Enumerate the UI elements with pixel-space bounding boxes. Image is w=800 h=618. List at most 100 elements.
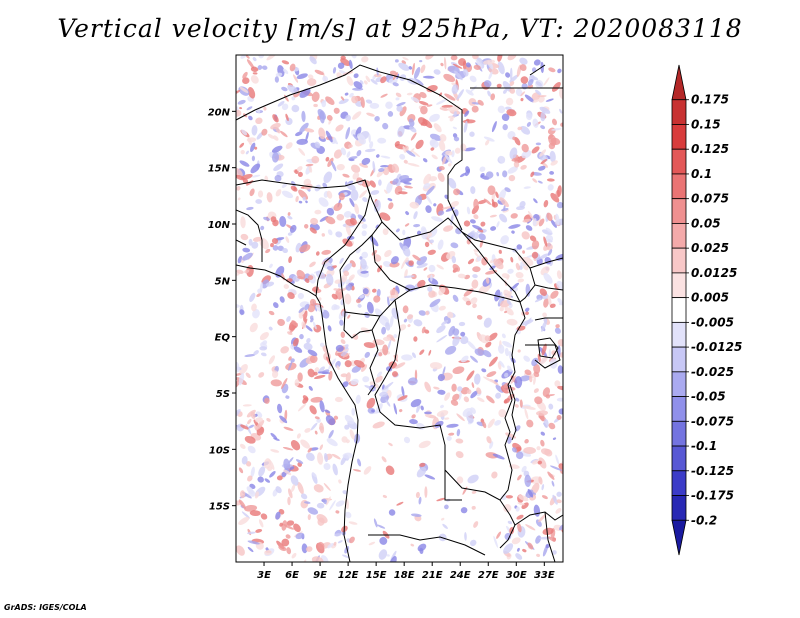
velocity-cell xyxy=(408,118,415,127)
velocity-cell xyxy=(331,453,341,460)
velocity-cell xyxy=(260,513,268,520)
velocity-cell xyxy=(281,190,294,199)
velocity-cell xyxy=(283,283,289,290)
velocity-cell xyxy=(540,125,546,130)
velocity-cell xyxy=(295,195,299,203)
velocity-cell xyxy=(545,234,554,243)
velocity-cell xyxy=(466,206,471,215)
velocity-cell xyxy=(436,334,448,343)
velocity-cell xyxy=(485,139,490,146)
velocity-cell xyxy=(290,358,295,363)
velocity-cell xyxy=(331,304,338,311)
velocity-cell xyxy=(469,219,476,224)
velocity-cell xyxy=(328,358,336,370)
velocity-cell xyxy=(342,262,353,273)
velocity-cell xyxy=(291,104,300,113)
velocity-cell xyxy=(456,413,465,422)
velocity-cell xyxy=(495,384,504,393)
velocity-cell xyxy=(460,507,468,514)
velocity-cell xyxy=(244,504,258,512)
velocity-cell xyxy=(307,349,318,357)
velocity-cell xyxy=(304,128,315,133)
velocity-cell xyxy=(505,72,511,78)
velocity-cell xyxy=(450,200,460,208)
velocity-cell xyxy=(301,543,308,554)
velocity-cell xyxy=(557,68,562,74)
velocity-cell xyxy=(363,80,368,85)
velocity-cell xyxy=(465,89,474,96)
velocity-cell xyxy=(482,349,492,358)
velocity-cell xyxy=(345,224,352,237)
velocity-cell xyxy=(506,291,512,297)
velocity-cell xyxy=(486,371,497,378)
velocity-cell xyxy=(471,279,479,289)
velocity-cell xyxy=(302,313,308,318)
velocity-cell xyxy=(390,256,399,265)
velocity-cell xyxy=(489,441,494,449)
velocity-cell xyxy=(458,58,466,66)
velocity-cell xyxy=(279,130,288,138)
velocity-cell xyxy=(525,225,533,231)
velocity-cell xyxy=(517,349,521,353)
velocity-cell xyxy=(422,118,433,129)
velocity-cell xyxy=(281,60,290,65)
velocity-cell xyxy=(433,123,442,133)
velocity-cell xyxy=(398,62,410,71)
velocity-cell xyxy=(494,420,502,426)
velocity-cell xyxy=(289,224,297,233)
velocity-cell xyxy=(285,113,289,122)
velocity-cell xyxy=(547,295,552,307)
velocity-cell xyxy=(341,436,348,443)
velocity-cell xyxy=(295,532,305,540)
velocity-cell xyxy=(531,251,539,259)
velocity-cell xyxy=(524,474,532,487)
velocity-cell xyxy=(510,213,518,219)
velocity-cell xyxy=(395,92,402,98)
velocity-cell xyxy=(415,78,424,86)
velocity-cell xyxy=(274,76,280,83)
velocity-cell xyxy=(420,105,428,115)
border-drc-east xyxy=(499,301,526,501)
velocity-cell xyxy=(517,523,522,533)
velocity-cell xyxy=(421,326,426,334)
velocity-cell xyxy=(377,137,387,144)
velocity-cell xyxy=(361,251,369,259)
velocity-cell xyxy=(376,154,380,158)
velocity-cell xyxy=(347,180,354,184)
velocity-cell xyxy=(308,166,313,173)
velocity-cell xyxy=(413,336,418,342)
velocity-cell xyxy=(382,315,390,323)
velocity-cell xyxy=(365,99,373,104)
velocity-cell xyxy=(415,491,420,499)
velocity-cell xyxy=(556,415,562,420)
velocity-cell xyxy=(246,409,256,418)
velocity-cell xyxy=(281,538,290,547)
velocity-cell xyxy=(342,381,349,388)
velocity-cell xyxy=(517,278,525,283)
velocity-cell xyxy=(354,203,360,215)
velocity-cell xyxy=(366,112,375,117)
velocity-cell xyxy=(559,108,563,114)
velocity-cell xyxy=(543,419,549,428)
velocity-cell xyxy=(541,319,548,332)
velocity-cell xyxy=(362,197,368,203)
velocity-cell xyxy=(459,172,467,178)
velocity-cell xyxy=(310,422,318,431)
velocity-cell xyxy=(401,354,413,361)
velocity-cell xyxy=(507,166,518,174)
velocity-cell xyxy=(491,198,496,207)
velocity-cell xyxy=(557,339,563,347)
velocity-cell xyxy=(258,466,266,477)
velocity-cell xyxy=(342,452,353,459)
velocity-cell xyxy=(249,322,258,333)
velocity-cell xyxy=(497,61,505,75)
velocity-cell xyxy=(338,98,349,105)
velocity-cell xyxy=(476,387,482,395)
velocity-cell xyxy=(412,150,420,158)
velocity-cell xyxy=(374,116,380,122)
velocity-cell xyxy=(290,440,301,451)
velocity-cell xyxy=(364,148,376,153)
velocity-cell xyxy=(532,459,540,465)
velocity-cell xyxy=(348,274,355,281)
velocity-cell xyxy=(309,56,317,65)
